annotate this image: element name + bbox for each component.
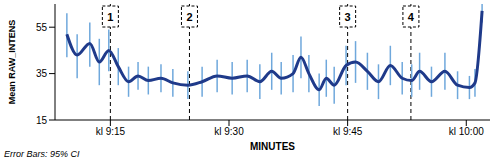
svg-text:kl 9:15: kl 9:15: [96, 126, 126, 137]
svg-text:35: 35: [36, 68, 48, 79]
svg-text:kl 9:30: kl 9:30: [214, 126, 244, 137]
svg-text:MINUTES: MINUTES: [250, 141, 295, 150]
svg-text:3: 3: [345, 11, 351, 23]
svg-text:kl 10:00: kl 10:00: [449, 126, 484, 137]
svg-text:4: 4: [408, 11, 415, 23]
svg-text:15: 15: [36, 115, 48, 126]
svg-text:1: 1: [107, 11, 113, 23]
svg-text:Mean RAW_INTENS: Mean RAW_INTENS: [8, 20, 17, 105]
svg-text:2: 2: [186, 11, 192, 23]
svg-text:55: 55: [36, 22, 48, 33]
html-text:Error Bars: 95% CI: Error Bars: 95% CI: [4, 149, 80, 159]
svg-text:kl 9:45: kl 9:45: [333, 126, 363, 137]
